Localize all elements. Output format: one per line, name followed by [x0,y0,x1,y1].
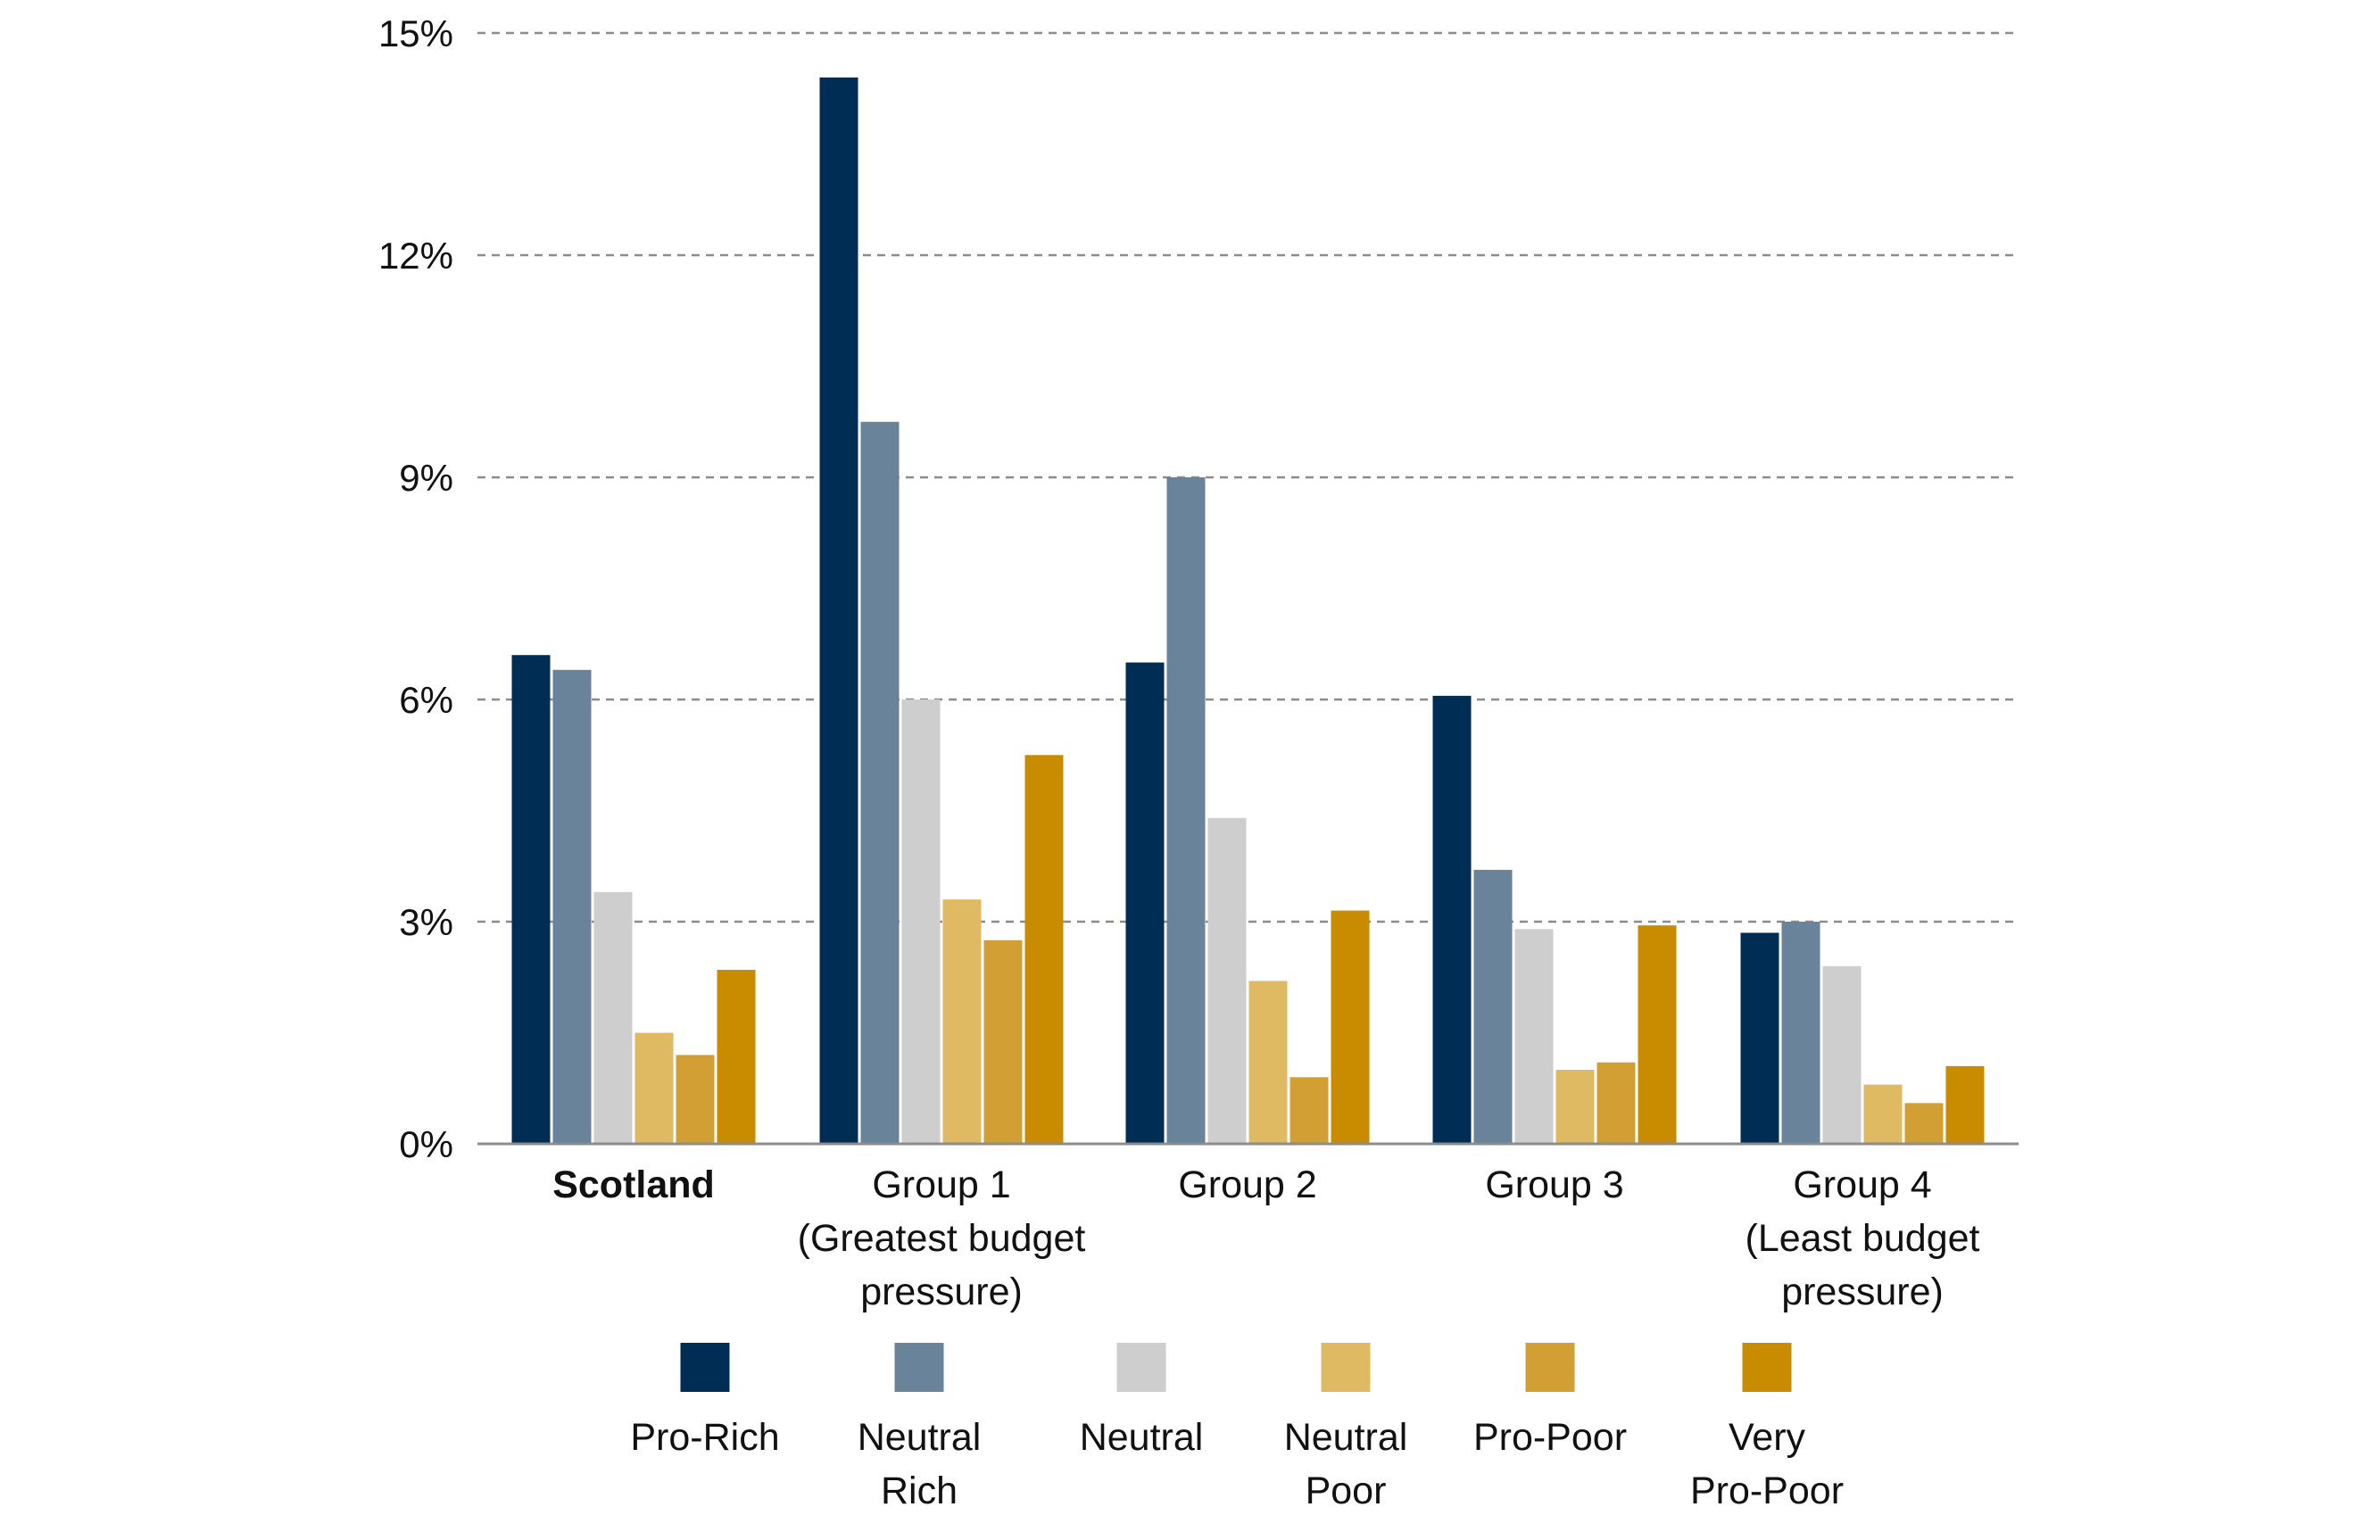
legend-label-neutral-rich: Rich [881,1470,958,1512]
bar-neutral-poor-4 [1556,1070,1595,1144]
legend-label-very-pro-poor: Very [1729,1416,1806,1459]
bar-neutral-rich-1 [553,670,592,1144]
gridlines [477,33,2019,922]
legend-label-very-pro-poor: Pro-Poor [1690,1470,1844,1512]
bar-neutral-3 [1208,818,1247,1144]
bar-neutral-poor-2 [943,899,982,1144]
bar-very-pro-poor-1 [717,970,756,1144]
category-label: (Greatest budget [798,1217,1086,1260]
bar-neutral-rich-3 [1167,477,1206,1144]
legend-swatch-neutral-rich [895,1343,944,1392]
bar-neutral-poor-1 [635,1033,674,1145]
chart-container: 0% 3% 6% 9% 12% 15% Scotland Group 1 (Greatest … [0,0,2380,1540]
legend: Pro-Rich Neutral Rich Neutral Neutral Poor Pro… [630,1343,1844,1512]
legend-label-neutral: Neutral [1080,1416,1204,1459]
bar-neutral-2 [902,700,941,1144]
x-axis-category-labels: Scotland Group 1 (Greatest budget pressure)… [552,1163,1979,1313]
bar-pro-poor-3 [1290,1077,1329,1144]
bar-very-pro-poor-4 [1638,925,1677,1144]
legend-swatch-pro-rich [681,1343,730,1392]
y-tick-label: 3% [399,901,453,943]
bar-neutral-rich-2 [861,422,900,1144]
legend-label-pro-poor: Pro-Poor [1473,1416,1627,1459]
bar-neutral-rich-5 [1782,922,1820,1144]
bar-neutral-5 [1823,966,1862,1144]
category-label: Group 4 [1793,1163,1931,1206]
bar-neutral-poor-5 [1864,1085,1903,1144]
category-label: Scotland [552,1163,715,1206]
legend-label-pro-rich: Pro-Rich [630,1416,779,1459]
category-label: (Least budget [1746,1217,1980,1260]
bar-very-pro-poor-2 [1025,755,1064,1144]
bar-neutral-rich-4 [1474,870,1513,1144]
y-tick-label: 15% [378,12,453,54]
legend-label-neutral-poor: Poor [1306,1470,1387,1512]
bar-pro-poor-5 [1905,1103,1944,1144]
category-label: Group 2 [1178,1163,1316,1206]
bar-pro-rich-3 [1126,663,1165,1145]
y-axis-tick-labels: 0% 3% 6% 9% 12% 15% [378,12,453,1165]
legend-label-neutral-rich: Neutral [858,1416,982,1459]
bar-pro-poor-2 [984,940,1023,1144]
bar-neutral-4 [1515,929,1554,1144]
category-label: pressure) [1781,1271,1944,1313]
bar-pro-poor-4 [1597,1063,1636,1144]
y-tick-label: 6% [399,679,453,721]
category-label: Group 3 [1485,1163,1623,1206]
legend-swatch-pro-poor [1526,1343,1575,1392]
legend-swatch-very-pro-poor [1743,1343,1792,1392]
bar-chart: 0% 3% 6% 9% 12% 15% Scotland Group 1 (Greatest … [0,0,2380,1540]
bar-pro-rich-1 [512,655,551,1144]
bars [512,78,1985,1144]
bar-very-pro-poor-5 [1946,1066,1985,1144]
bar-pro-rich-2 [820,78,858,1144]
category-label: pressure) [860,1271,1023,1313]
legend-swatch-neutral [1117,1343,1166,1392]
y-tick-label: 9% [399,457,453,499]
bar-pro-poor-1 [676,1055,715,1144]
legend-label-neutral-poor: Neutral [1284,1416,1408,1459]
y-tick-label: 12% [378,235,453,277]
legend-swatch-neutral-poor [1322,1343,1371,1392]
bar-pro-rich-4 [1433,696,1472,1144]
y-tick-label: 0% [399,1123,453,1165]
bar-neutral-1 [594,892,633,1144]
category-label: Group 1 [872,1163,1010,1206]
bar-pro-rich-5 [1741,932,1779,1144]
bar-very-pro-poor-3 [1331,911,1370,1144]
bar-neutral-poor-3 [1249,981,1288,1144]
